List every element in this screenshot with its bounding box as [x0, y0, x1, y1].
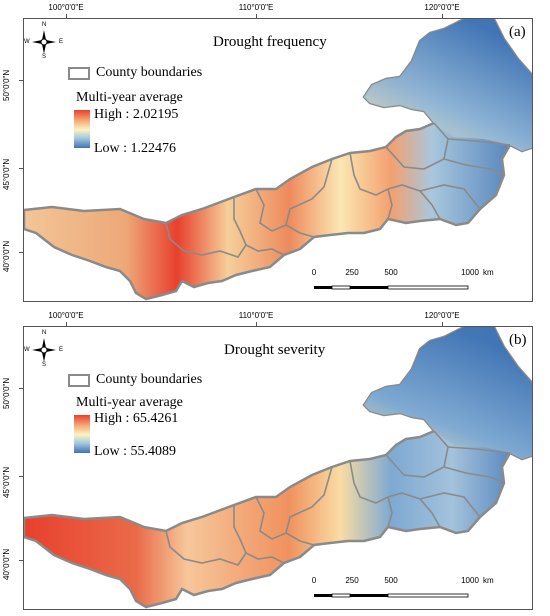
legend-boundary-label: County boundaries	[96, 372, 203, 387]
county-boundaries	[165, 430, 511, 566]
legend-color-ramp	[74, 415, 90, 453]
compass-south: S	[42, 362, 47, 368]
compass-south: S	[42, 54, 47, 60]
legend-boundary-item: County boundaries	[68, 65, 202, 81]
longitude-tick: 120°0'0"E	[424, 3, 460, 12]
north-arrow-icon: N S W E	[24, 22, 63, 60]
legend-boundary-item: County boundaries	[68, 372, 202, 388]
legend-low-value: Low : 55.4089	[94, 444, 177, 459]
latitude-tick: 50°0'0"N	[2, 377, 11, 409]
compass-west: W	[24, 39, 30, 45]
latitude-tick: 40°0'0"N	[2, 548, 11, 580]
latitude-tick: 45°0'0"N	[2, 466, 11, 498]
scale-bar	[314, 280, 474, 298]
scale-unit: km	[483, 268, 494, 277]
compass-north: N	[42, 22, 47, 28]
legend-heading: Multi-year average	[76, 90, 183, 105]
county-boundaries	[165, 122, 511, 258]
map-panel-severity: 100°0'0"E 110°0'0"E 120°0'0"E 50°0'0"N 4…	[0, 308, 550, 616]
northeast-shading	[364, 327, 532, 459]
region-map	[24, 327, 532, 609]
region-map	[24, 19, 532, 301]
northeast-shading	[364, 19, 532, 151]
latitude-tick: 40°0'0"N	[2, 240, 11, 272]
legend-boundary-label: County boundaries	[96, 65, 203, 80]
scale-tick: 1000	[461, 576, 479, 585]
longitude-tick: 100°0'0"E	[48, 3, 84, 12]
boundary-swatch	[68, 373, 90, 387]
scale-tick: 500	[384, 576, 398, 585]
panel-label: (a)	[509, 24, 526, 40]
scale-tick: 0	[311, 268, 317, 277]
map-panel-frequency: 100°0'0"E 110°0'0"E 120°0'0"E 50°0'0"N 4…	[2, 3, 533, 302]
legend-high-value: High : 2.02195	[94, 107, 179, 122]
legend-heading: Multi-year average	[76, 395, 183, 410]
north-arrow-icon: N S W E	[24, 330, 63, 368]
scale-unit: km	[483, 576, 494, 585]
map-frame	[23, 326, 533, 610]
scale-tick: 0	[311, 576, 317, 585]
scale-tick: 1000	[461, 268, 479, 277]
longitude-tick: 110°0'0"E	[238, 311, 274, 320]
legend-color-ramp	[74, 110, 90, 148]
latitude-tick: 45°0'0"N	[2, 158, 11, 190]
longitude-tick: 100°0'0"E	[48, 311, 84, 320]
longitude-tick: 120°0'0"E	[424, 311, 460, 320]
compass-east: E	[59, 39, 64, 45]
panel-label: (b)	[509, 332, 527, 348]
map-frame	[23, 18, 533, 302]
boundary-swatch	[68, 66, 90, 80]
map-title: Drought frequency	[213, 34, 327, 50]
compass-west: W	[24, 347, 30, 353]
legend-low-value: Low : 1.22476	[94, 141, 177, 156]
compass-north: N	[42, 330, 47, 336]
scale-tick: 250	[345, 576, 359, 585]
scale-tick: 250	[345, 268, 359, 277]
scale-tick: 500	[384, 268, 398, 277]
map-title: Drought severity	[224, 342, 326, 358]
longitude-tick: 110°0'0"E	[238, 3, 274, 12]
latitude-tick: 50°0'0"N	[2, 69, 11, 101]
legend-high-value: High : 65.4261	[94, 411, 179, 426]
compass-east: E	[59, 347, 64, 353]
scale-bar	[314, 588, 474, 606]
